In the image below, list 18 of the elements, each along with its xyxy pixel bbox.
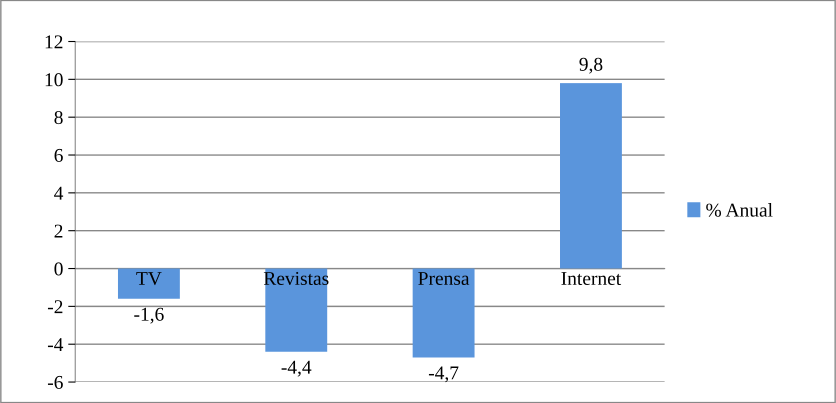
x-tick-label: TV [136, 272, 162, 286]
y-tick-label: 2 [54, 224, 62, 238]
y-tick-label: 4 [54, 186, 64, 200]
legend-label: % Anual [706, 203, 773, 217]
data-label: -4,4 [282, 360, 312, 377]
x-tick-label: Internet [561, 272, 622, 285]
y-tick-label: -6 [48, 376, 63, 389]
data-label: 9,8 [579, 58, 602, 74]
data-label: -4,7 [428, 366, 458, 382]
y-tick-label: 8 [54, 111, 63, 124]
x-tick-label: Prensa [418, 272, 470, 285]
y-tick-label: -4 [48, 338, 64, 351]
y-tick-label: -2 [48, 300, 62, 314]
y-tick-label: 12 [46, 35, 62, 48]
data-label: -1,6 [134, 308, 164, 324]
y-tick-label: 6 [54, 148, 63, 162]
y-tick-label: 0 [54, 262, 63, 276]
y-tick-label: 10 [46, 73, 63, 86]
